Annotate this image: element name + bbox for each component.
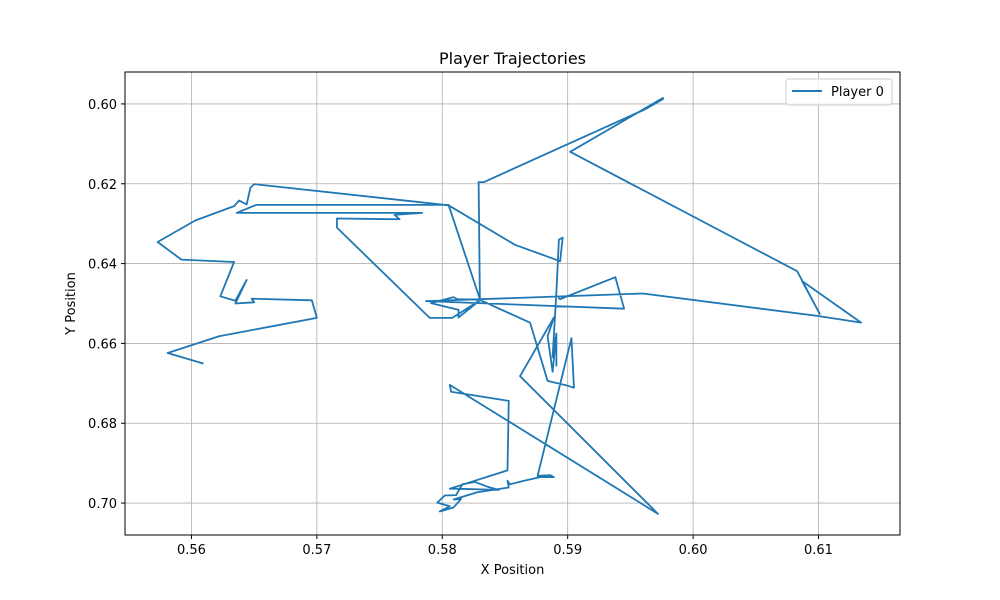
x-tick-label: 0.56	[177, 543, 206, 558]
x-axis-ticks: 0.56 0.57 0.58 0.59 0.60 0.61	[177, 535, 833, 558]
y-tick-label: 0.68	[88, 417, 117, 432]
y-axis-label: Y Position	[64, 272, 79, 336]
x-tick-label: 0.61	[804, 543, 833, 558]
x-tick-label: 0.60	[679, 543, 708, 558]
legend: Player 0	[785, 78, 893, 106]
series-line-player-0	[156, 97, 863, 515]
series-layer	[156, 97, 863, 515]
chart-title: Player Trajectories	[439, 49, 586, 68]
y-tick-label: 0.64	[88, 258, 117, 273]
y-tick-label: 0.60	[88, 98, 117, 113]
y-tick-label: 0.66	[88, 337, 117, 352]
x-axis-label: X Position	[481, 563, 545, 578]
x-tick-label: 0.57	[302, 543, 331, 558]
legend-box	[785, 78, 893, 106]
y-tick-label: 0.62	[88, 178, 117, 193]
legend-label-player-0: Player 0	[831, 85, 884, 100]
y-axis-ticks: 0.60 0.62 0.64 0.66 0.68 0.70	[88, 98, 125, 512]
y-tick-label: 0.70	[88, 497, 117, 512]
x-tick-label: 0.59	[553, 543, 582, 558]
x-tick-label: 0.58	[428, 543, 457, 558]
plot-frame	[124, 71, 901, 536]
